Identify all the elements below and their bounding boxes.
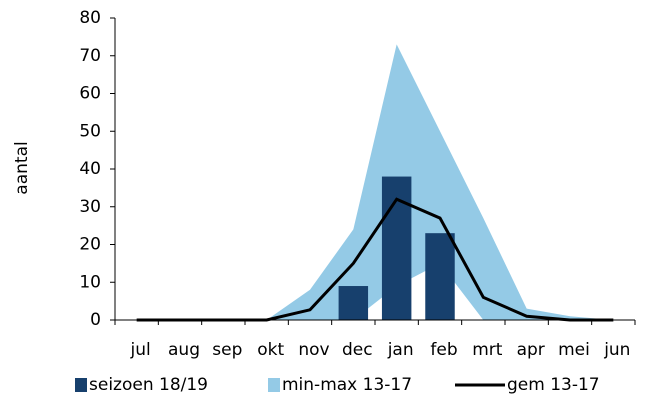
bar	[338, 286, 369, 320]
x-tick-label: feb	[430, 340, 457, 360]
x-tick-label: jun	[603, 340, 630, 360]
y-tick-label: 0	[90, 310, 101, 330]
band-area	[136, 44, 614, 321]
x-tick-label: mei	[558, 340, 590, 360]
y-tick-label: 20	[79, 235, 101, 255]
y-tick-label: 80	[79, 8, 101, 28]
y-tick-label: 60	[79, 84, 101, 104]
x-tick-label: mrt	[472, 340, 503, 360]
x-tick-label: dec	[342, 340, 373, 360]
y-tick-label: 10	[79, 272, 101, 292]
y-axis-label: aantal	[12, 141, 32, 194]
y-tick-label: 50	[79, 121, 101, 141]
legend-label: min-max 13-17	[282, 375, 412, 395]
x-tick-label: aug	[168, 340, 200, 360]
legend-swatch	[268, 378, 280, 392]
x-tick-label: sep	[212, 340, 242, 360]
x-tick-label: apr	[517, 340, 545, 360]
y-tick-label: 70	[79, 46, 101, 66]
x-tick-label: jan	[387, 340, 414, 360]
y-tick-label: 30	[79, 197, 101, 217]
x-tick-label: okt	[257, 340, 284, 360]
x-tick-label: nov	[298, 340, 329, 360]
legend-swatch	[75, 378, 87, 392]
bar	[425, 233, 455, 320]
legend-label: seizoen 18/19	[89, 375, 208, 395]
y-tick-label: 40	[79, 159, 101, 179]
legend-label: gem 13-17	[507, 375, 600, 395]
x-tick-label: jul	[130, 340, 151, 360]
